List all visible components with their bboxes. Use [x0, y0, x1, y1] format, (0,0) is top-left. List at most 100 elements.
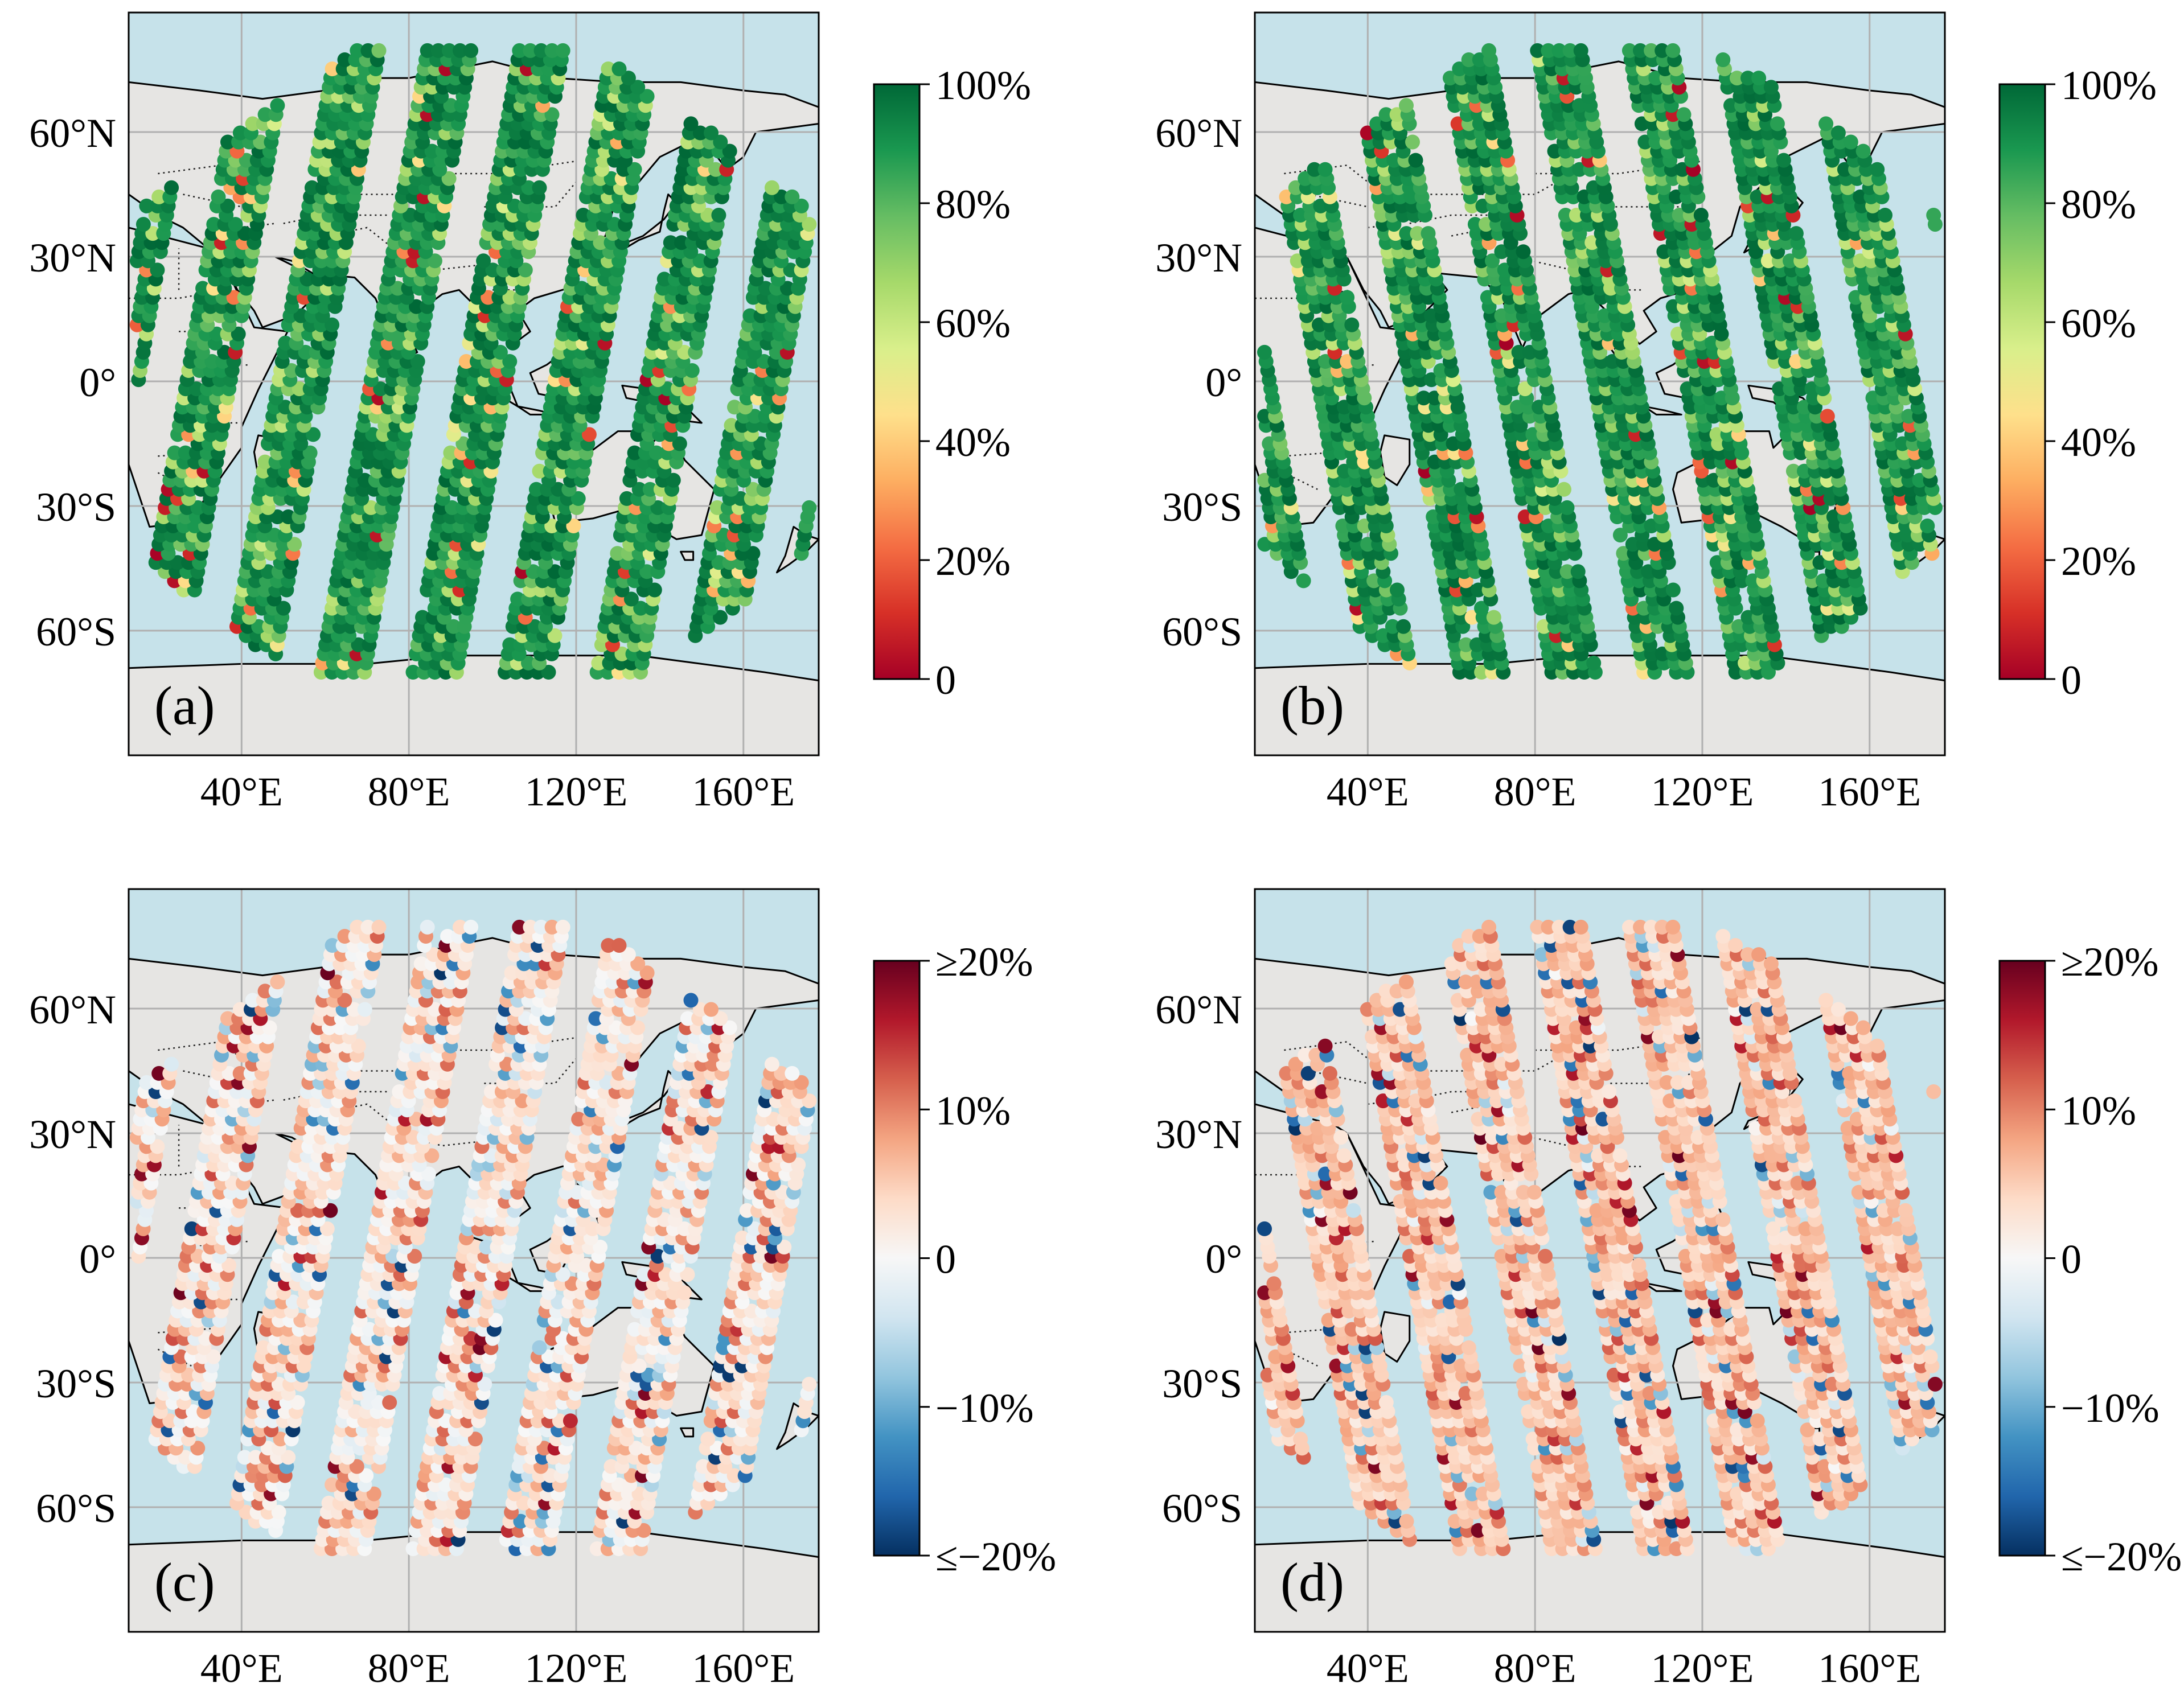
data-point: [1298, 171, 1313, 186]
data-point: [1558, 208, 1573, 223]
data-point: [529, 482, 544, 497]
data-point: [186, 1404, 201, 1420]
country-border-1: [1255, 289, 1352, 299]
data-point: [256, 1340, 271, 1355]
data-point: [1706, 472, 1722, 488]
data-point: [178, 445, 193, 460]
data-point: [713, 134, 728, 150]
data-point: [151, 1066, 167, 1081]
panel-label: (a): [154, 675, 215, 736]
data-point: [1446, 436, 1461, 451]
data-point: [756, 354, 771, 369]
data-point: [1709, 427, 1725, 442]
data-point: [1776, 153, 1791, 168]
data-point: [722, 143, 737, 159]
data-point: [1926, 208, 1941, 223]
data-point: [1655, 43, 1670, 58]
data-point: [271, 1504, 286, 1520]
data-point: [1693, 208, 1709, 223]
data-point: [1818, 116, 1834, 131]
data-point: [232, 125, 248, 141]
data-point: [1572, 162, 1587, 177]
data-point: [373, 381, 388, 397]
data-point: [209, 326, 224, 342]
data-point: [1408, 153, 1423, 168]
data-point: [1472, 52, 1487, 67]
data-point: [802, 500, 817, 515]
data-point: [727, 400, 742, 415]
lat-tick-label: 60°N: [29, 110, 116, 156]
data-point: [357, 472, 372, 488]
data-point: [420, 43, 435, 58]
data-point: [650, 500, 666, 515]
data-point: [290, 1139, 306, 1154]
data-point: [1570, 564, 1586, 579]
data-point: [708, 162, 724, 177]
data-point: [576, 208, 591, 223]
data-point: [257, 107, 273, 122]
data-point: [485, 262, 500, 278]
country-border-9: [325, 227, 389, 245]
data-point: [1760, 253, 1776, 269]
colorbar-tick-label: 0: [935, 657, 956, 703]
data-point: [1257, 409, 1272, 424]
data-point: [281, 1450, 296, 1465]
data-point: [164, 180, 179, 195]
data-point: [1551, 43, 1567, 58]
data-point: [593, 235, 608, 250]
data-point: [502, 637, 518, 652]
data-point: [1874, 317, 1890, 332]
data-point: [1788, 226, 1804, 241]
data-point: [1360, 125, 1375, 141]
map-panel-a: (a)60°N30°N0°30°S60°S40°E 80°E 120°E 160°E0…: [29, 11, 1031, 814]
data-point: [1625, 537, 1640, 552]
data-point: [512, 43, 527, 58]
data-point: [298, 344, 313, 360]
data-point: [642, 482, 658, 497]
data-point: [266, 528, 282, 543]
data-point: [403, 208, 418, 223]
data-point: [1396, 619, 1411, 634]
data-point: [1443, 71, 1458, 86]
data-point: [1517, 509, 1533, 524]
data-point: [424, 143, 440, 159]
data-point: [178, 1450, 193, 1465]
data-point: [1494, 244, 1509, 260]
data-point: [1797, 463, 1812, 479]
data-point: [1486, 610, 1501, 625]
data-point: [1656, 244, 1672, 260]
data-point: [1288, 180, 1303, 195]
data-point: [704, 125, 719, 141]
colorbar-gradient: [873, 83, 921, 680]
data-point: [1485, 253, 1500, 269]
data-point: [409, 299, 424, 314]
panel-label: (b): [1280, 675, 1344, 736]
data-point: [299, 271, 315, 287]
data-point: [656, 271, 672, 287]
lat-tick-label: 30°S: [1162, 484, 1242, 530]
retrieval-points: [1257, 43, 1943, 680]
data-point: [1386, 153, 1402, 168]
data-point: [1634, 116, 1649, 131]
data-point: [1731, 619, 1747, 634]
data-point: [1853, 189, 1868, 204]
map-panels: (a)60°N30°N0°30°S60°S40°E 80°E 120°E 160°E0…: [29, 11, 2182, 1691]
country-border-14: [158, 1041, 243, 1059]
data-point: [251, 619, 266, 634]
data-point: [206, 1349, 221, 1364]
data-point: [1633, 43, 1648, 58]
country-border-7: [1409, 214, 1514, 224]
data-point: [802, 217, 817, 232]
data-point: [1843, 134, 1858, 150]
data-point: [220, 198, 235, 213]
data-point: [385, 1249, 400, 1264]
data-point: [764, 180, 779, 195]
data-point: [631, 482, 647, 497]
data-point: [1541, 519, 1556, 533]
data-point: [747, 409, 762, 424]
data-point: [1709, 555, 1725, 570]
data-point: [1257, 537, 1272, 552]
data-point: [239, 153, 254, 168]
data-point: [1313, 198, 1328, 213]
